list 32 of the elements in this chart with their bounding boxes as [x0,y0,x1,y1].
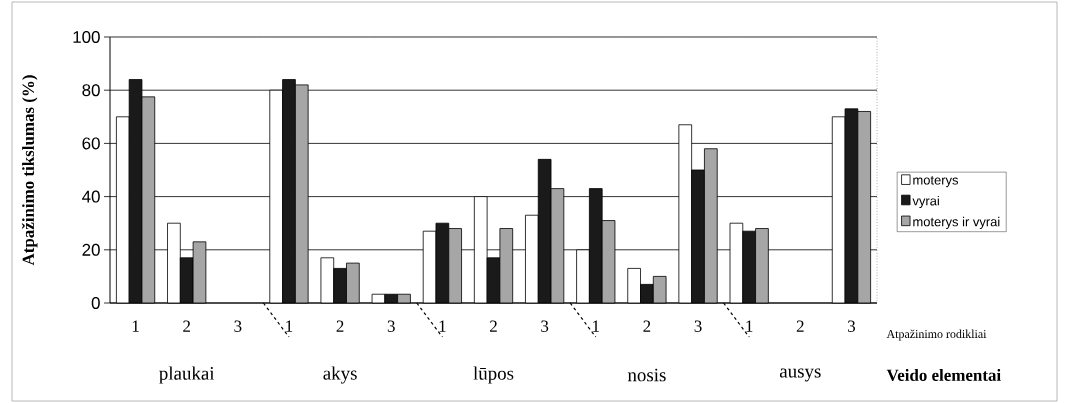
legend-label: moterys [913,176,959,188]
text: Veido elementai [886,369,1001,381]
text: nosis [627,368,666,382]
legend-label: moterys ir vyrai [913,216,1000,229]
x-tick-label: 1 [132,320,139,332]
x-tick-label: 1 [746,320,753,332]
legend-label: vyrai [912,195,939,209]
x-tick-label: 1 [439,320,446,332]
text: ausys [779,368,821,382]
text: lūpos [473,366,514,384]
x-tick-label: 2 [796,320,804,332]
y-tick-label: 20 [82,243,100,256]
x-tick-label: 2 [643,320,651,332]
y-tick-label: 0 [91,297,100,309]
x-tick-label: 1 [593,320,599,332]
x-tick-label: 2 [183,320,190,332]
x-tick-label: 2 [336,320,344,332]
y-tick-label: 40 [82,190,100,203]
x-tick-label: 3 [234,320,242,332]
x-tick-label: 3 [694,320,702,332]
x-tick-label: 3 [848,320,856,332]
y-tick-label: 60 [82,137,100,150]
y-tick-label: 100 [73,31,100,43]
x-tick-label: 3 [541,320,549,332]
y-axis-title: Atpažinimo tikslumas (%) [21,75,38,266]
y-tick-label: 80 [82,84,100,97]
x-tick-label: 2 [490,320,497,332]
x-axis-title: Atpažinimo rodikliai [886,329,987,341]
x-tick-label: 1 [286,320,293,332]
x-tick-label: 3 [387,320,395,332]
text: plaukai [159,366,215,384]
text: akys [323,366,357,384]
